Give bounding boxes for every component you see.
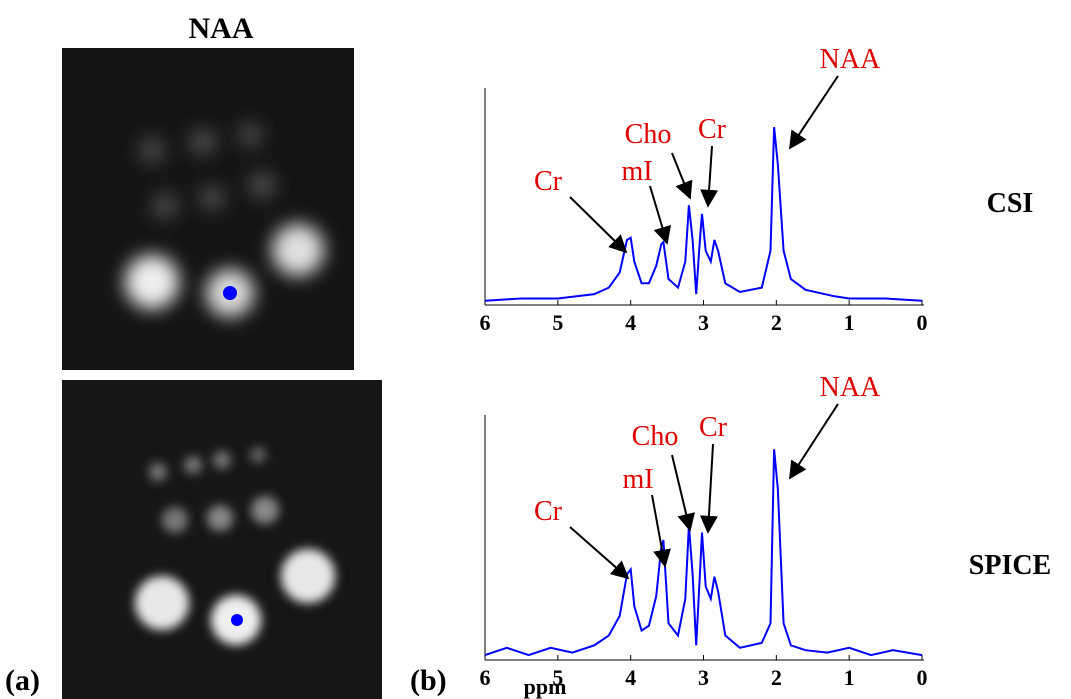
- image-title: NAA: [189, 12, 254, 45]
- x-tick-label: 1: [844, 310, 855, 335]
- peak-arrow: [700, 145, 719, 208]
- peak-label: NAA: [820, 44, 881, 75]
- peak-arrow: [671, 152, 693, 200]
- peak-arrow: [569, 196, 628, 254]
- x-tick-label: 6: [480, 310, 491, 335]
- peak-arrow: [789, 75, 839, 150]
- peak-label: Cr: [698, 114, 727, 145]
- peak-arrow: [671, 454, 695, 532]
- panel-label: (a): [5, 664, 40, 697]
- spectrum-line: [484, 126, 923, 302]
- peak-label: Cho: [632, 421, 679, 452]
- peak-label: Cr: [534, 166, 563, 197]
- x-tick-label: 5: [552, 665, 563, 690]
- peak-arrow: [651, 494, 671, 568]
- x-tick-label: 0: [917, 310, 928, 335]
- peak-label: Cr: [699, 412, 728, 443]
- x-tick-label: 5: [552, 310, 563, 335]
- x-tick-label: 2: [771, 665, 782, 690]
- peak-label: Cr: [534, 496, 563, 527]
- row-label: CSI: [987, 188, 1034, 219]
- row-label: SPICE: [969, 550, 1051, 581]
- x-tick-label: 6: [480, 665, 491, 690]
- x-tick-label: 0: [917, 665, 928, 690]
- spectrum-line: [484, 449, 923, 657]
- peak-arrow: [699, 443, 718, 534]
- peak-arrow: [649, 185, 671, 245]
- peak-arrow: [789, 403, 839, 480]
- peak-label: mI: [622, 464, 653, 495]
- x-tick-label: 2: [771, 310, 782, 335]
- peak-arrow: [569, 526, 630, 580]
- peak-label: mI: [621, 156, 652, 187]
- panel-label: (b): [410, 664, 447, 697]
- x-tick-label: 3: [698, 665, 709, 690]
- csi-image: [62, 48, 354, 370]
- x-tick-label: 4: [625, 310, 636, 335]
- x-tick-label: 4: [625, 665, 636, 690]
- peak-label: NAA: [820, 372, 881, 403]
- x-tick-label: 3: [698, 310, 709, 335]
- spice-image: [62, 380, 382, 699]
- peak-label: Cho: [625, 119, 672, 150]
- x-tick-label: 1: [844, 665, 855, 690]
- x-axis-label: ppm: [524, 674, 567, 699]
